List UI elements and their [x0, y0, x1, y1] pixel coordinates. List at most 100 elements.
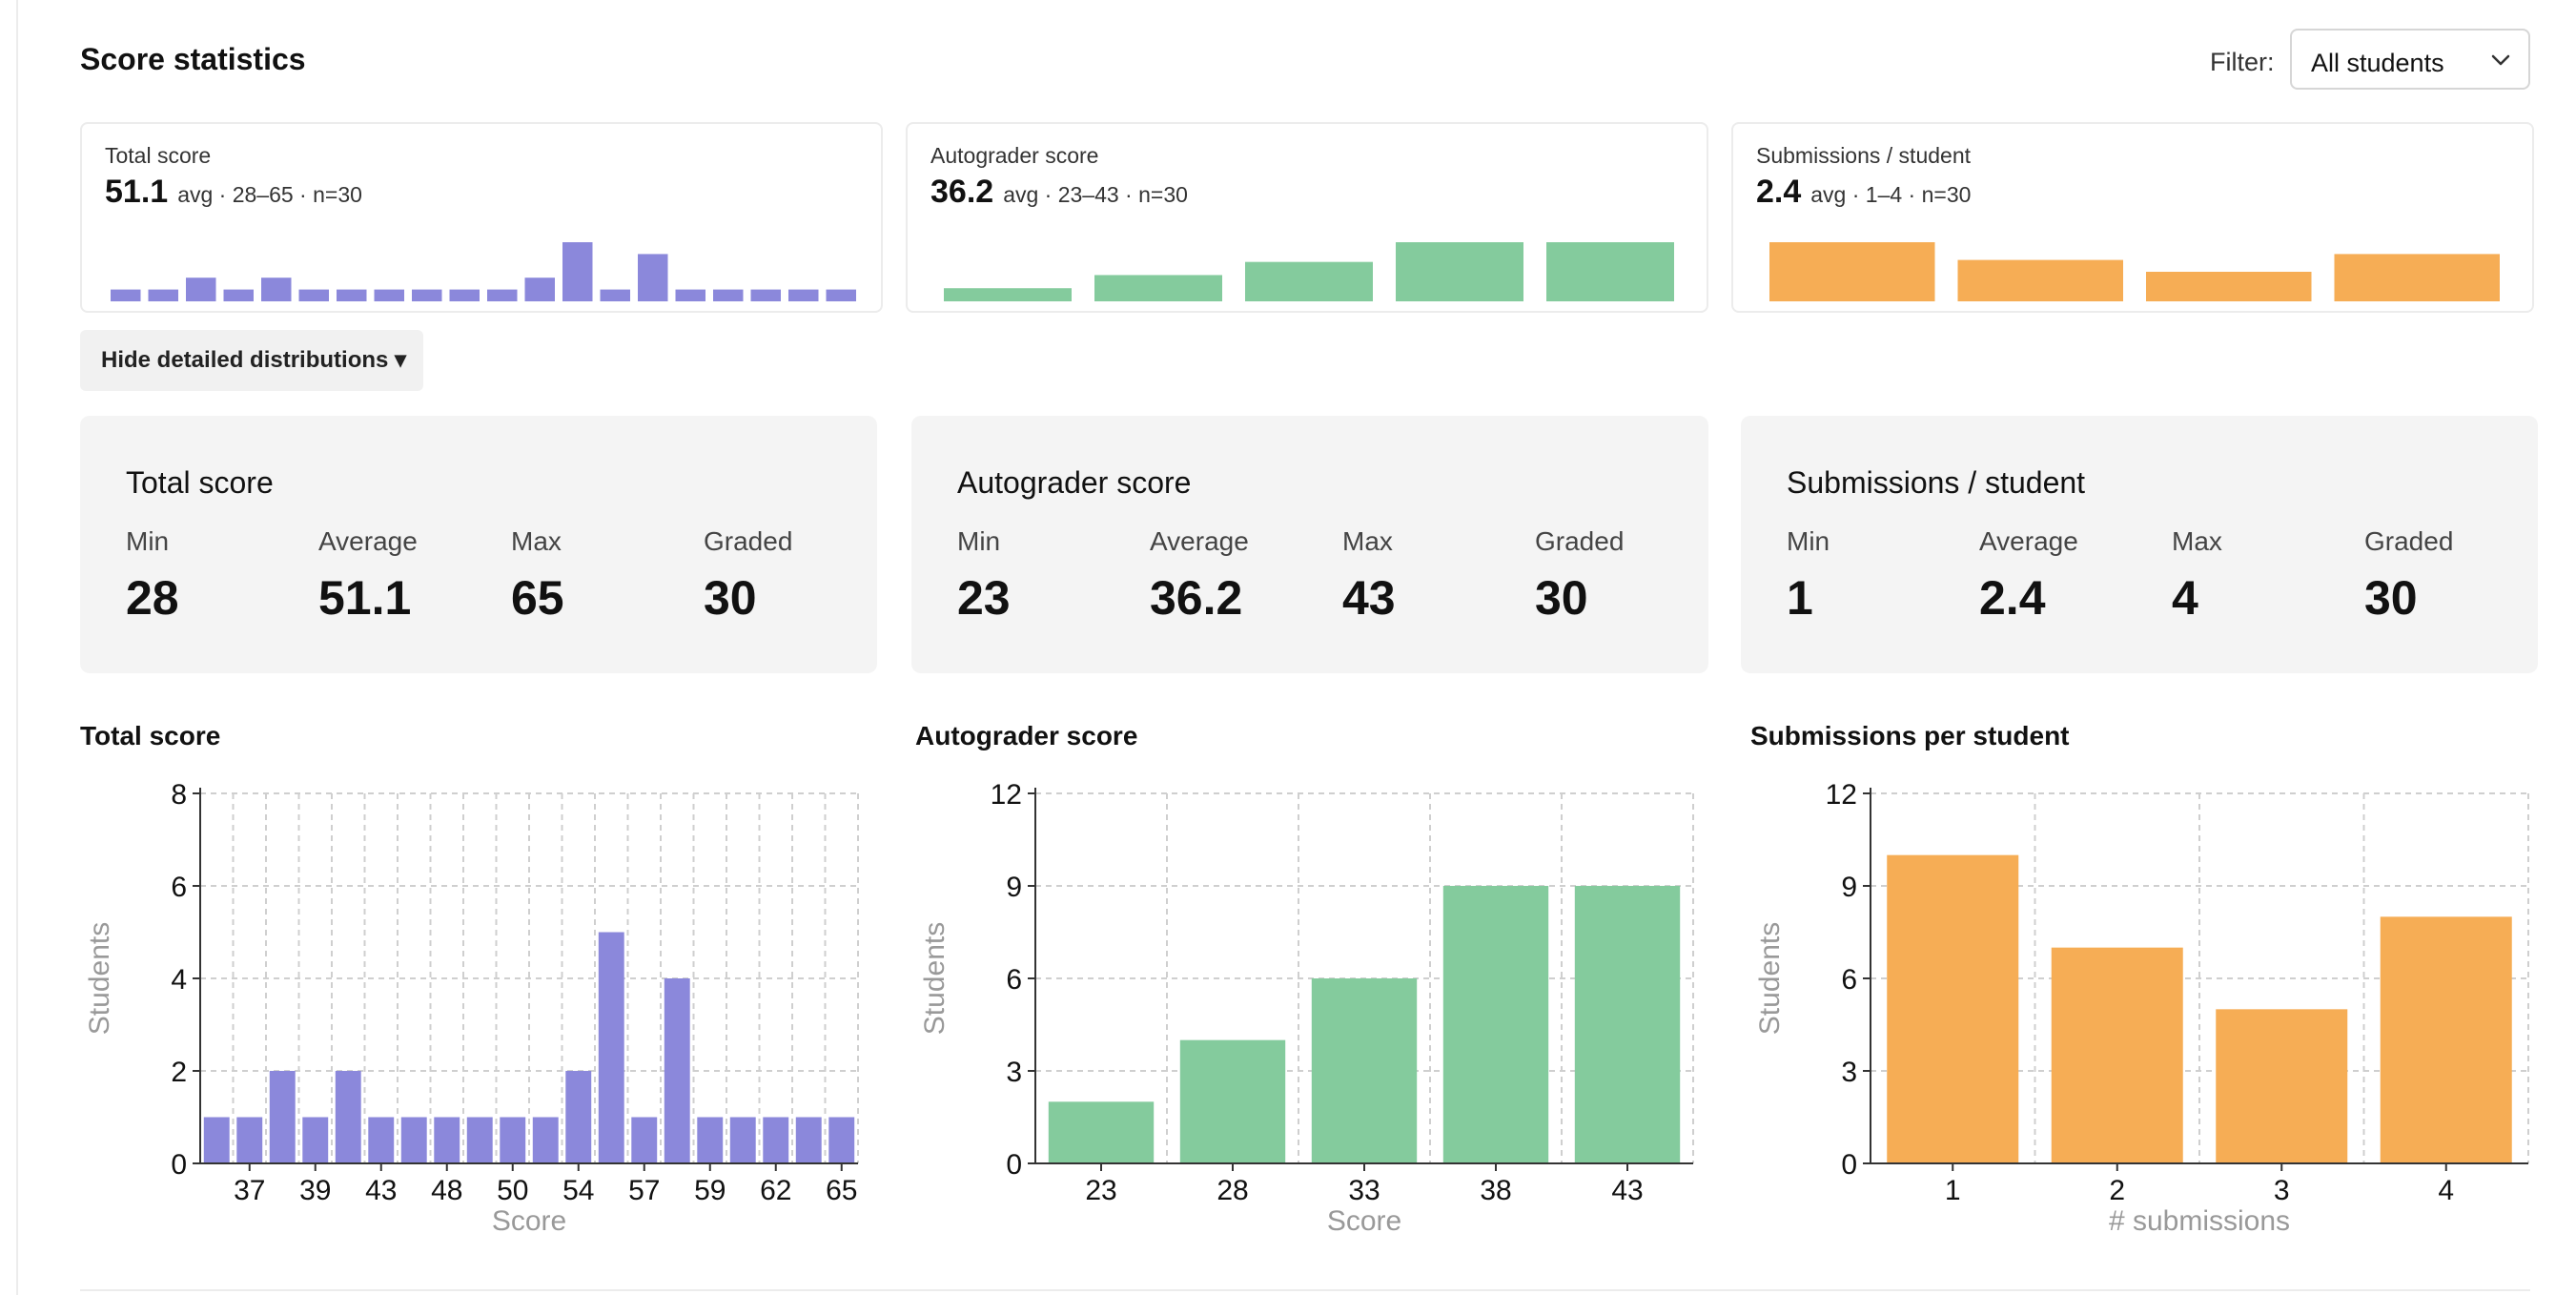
bar: [532, 1117, 559, 1163]
sparkline-bar: [826, 289, 856, 301]
x-axis-label: Score: [492, 1205, 566, 1237]
filter-label: Filter:: [2210, 48, 2275, 76]
stat-max-label: Max: [1342, 526, 1393, 556]
sparkline-bar: [788, 289, 819, 301]
sparkline-bar: [524, 278, 555, 301]
page-title: Score statistics: [80, 42, 306, 76]
sparkline-bar: [1546, 242, 1674, 301]
summary-card-label: Total score: [105, 143, 212, 168]
stat-min-value: 23: [957, 571, 1011, 625]
sparkline-bar: [374, 289, 404, 301]
chart-title-total-score: Total score: [80, 721, 221, 750]
summary-card-total-score: Total score 51.1 avg · 28–65 · n=30: [80, 122, 883, 313]
x-tick-label: 28: [1216, 1175, 1248, 1206]
summary-card-value: 51.1: [105, 174, 169, 210]
bar: [795, 1117, 822, 1163]
x-axis-label: # submissions: [2109, 1205, 2290, 1237]
hide-distributions-button[interactable]: Hide detailed distributions ▾: [80, 330, 423, 391]
sparkline-bar: [298, 289, 329, 301]
stat-graded-label: Graded: [704, 526, 793, 556]
stat-avg-value: 2.4: [1979, 571, 2046, 625]
stat-avg-value: 51.1: [318, 571, 412, 625]
sparkline-bar: [1957, 259, 2123, 301]
bar: [203, 1117, 230, 1163]
bar: [697, 1117, 724, 1163]
summary-card-submissions: Submissions / student 2.4 avg · 1–4 · n=3…: [1731, 122, 2534, 313]
sparkline-autograder-score: [944, 242, 1674, 301]
sparkline-bar: [1245, 261, 1373, 301]
x-tick-label: 33: [1348, 1175, 1380, 1206]
sparkline-bar: [487, 289, 518, 301]
stat-graded-label: Graded: [2364, 526, 2454, 556]
sparkline-bar: [1769, 242, 1935, 301]
sparkline-bar: [944, 288, 1072, 301]
bar: [2216, 1009, 2348, 1163]
stat-panel-title: Submissions / student: [1787, 465, 2086, 500]
y-tick-label: 3: [1841, 1057, 1857, 1088]
stat-max-value: 65: [511, 571, 564, 625]
y-tick-label: 9: [1841, 872, 1857, 903]
x-tick-label: 62: [760, 1175, 791, 1206]
sparkline-bar: [337, 289, 367, 301]
bar: [1887, 854, 2019, 1163]
x-tick-label: 23: [1085, 1175, 1116, 1206]
stat-max-value: 4: [2172, 571, 2198, 625]
x-tick-label: 38: [1480, 1175, 1511, 1206]
stat-graded-value: 30: [1535, 571, 1588, 625]
sparkline-bar: [148, 289, 178, 301]
x-tick-label: 57: [628, 1175, 660, 1206]
y-tick-label: 0: [1006, 1149, 1022, 1181]
sparkline-bar: [713, 289, 744, 301]
bar: [302, 1117, 329, 1163]
sparkline-bar: [1094, 275, 1222, 301]
summary-card-sub: avg · 28–65 · n=30: [177, 182, 362, 207]
y-tick-label: 8: [171, 779, 187, 811]
sparkline-bar: [675, 289, 705, 301]
bar: [2380, 916, 2512, 1163]
x-axis-label: Score: [1327, 1205, 1401, 1237]
x-tick-label: 43: [1611, 1175, 1643, 1206]
stat-max-label: Max: [511, 526, 562, 556]
bar: [269, 1071, 296, 1163]
x-tick-label: 2: [2109, 1175, 2125, 1206]
stat-max-value: 43: [1342, 571, 1396, 625]
chart-total-score: 37 39 43 48 50 54 57 59 62 65 0 2 4 6 8 Score Students: [84, 779, 859, 1237]
y-tick-label: 6: [1841, 964, 1857, 996]
sparkline-bar: [223, 289, 254, 301]
sparkline-total-score: [111, 242, 856, 301]
y-axis-label: Students: [84, 922, 115, 1035]
bar: [1442, 886, 1549, 1163]
sparkline-bar: [1396, 242, 1523, 301]
stat-min-value: 28: [126, 571, 179, 625]
filter-select[interactable]: All students: [2290, 29, 2530, 90]
x-tick-label: 59: [694, 1175, 726, 1206]
bar: [565, 1071, 592, 1163]
chart-title-submissions: Submissions per student: [1750, 721, 2070, 750]
stat-avg-label: Average: [318, 526, 418, 556]
stat-panel-total-score: Total score Min Average Max Graded 28 51…: [80, 416, 877, 673]
chevron-down-icon: [2491, 54, 2510, 66]
sparkline-bar: [2334, 254, 2500, 301]
x-tick-label: 43: [365, 1175, 397, 1206]
sparkline-bar: [186, 278, 216, 301]
y-tick-label: 0: [1841, 1149, 1857, 1181]
x-tick-label: 65: [826, 1175, 857, 1206]
chart-autograder-score: 23 28 33 38 43 0 3 6 9 12 Score Students: [919, 779, 1694, 1237]
summary-card-sub: avg · 23–43 · n=30: [1003, 182, 1188, 207]
bar: [1048, 1101, 1155, 1163]
bar: [598, 932, 624, 1163]
stat-avg-value: 36.2: [1150, 571, 1243, 625]
sparkline-bar: [449, 289, 480, 301]
x-tick-label: 39: [299, 1175, 331, 1206]
stat-graded-value: 30: [704, 571, 757, 625]
stat-panel-submissions: Submissions / student Min Average Max Gr…: [1741, 416, 2538, 673]
stat-panel-title: Autograder score: [957, 465, 1192, 500]
sparkline-bar: [111, 289, 141, 301]
filter-value: All students: [2311, 49, 2444, 77]
stat-min-label: Min: [1787, 526, 1830, 556]
bar: [664, 978, 690, 1163]
bar: [763, 1117, 789, 1163]
bar: [236, 1117, 263, 1163]
y-tick-label: 4: [171, 964, 187, 996]
sparkline-bar: [750, 289, 781, 301]
